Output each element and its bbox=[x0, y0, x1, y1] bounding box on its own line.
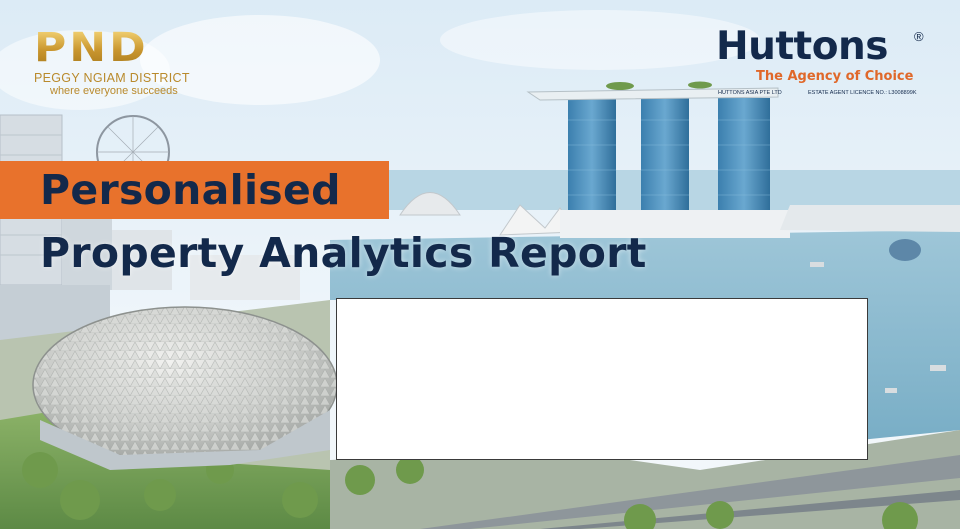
pnd-logo-tagline: where everyone succeeds bbox=[50, 85, 178, 97]
pnd-logo: PND PEGGY NGIAM DISTRICT where everyone … bbox=[34, 28, 199, 100]
report-title-line-1: Personalised bbox=[40, 166, 341, 214]
huttons-licence-number: ESTATE AGENT LICENCE NO.: L3008899K bbox=[808, 90, 917, 96]
huttons-logo-name: Huttons bbox=[716, 24, 888, 69]
huttons-company-name: HUTTONS ASIA PTE LTD bbox=[718, 90, 782, 96]
pnd-logo-name: PEGGY NGIAM DISTRICT bbox=[34, 71, 190, 85]
huttons-logo: Huttons ® The Agency of Choice HUTTONS A… bbox=[716, 26, 930, 100]
client-info-box bbox=[336, 298, 868, 460]
pnd-logo-mark: PND bbox=[34, 28, 199, 68]
huttons-logo-tagline: The Agency of Choice bbox=[756, 69, 914, 84]
title-highlight-band bbox=[0, 161, 389, 219]
registered-mark: ® bbox=[914, 29, 924, 44]
report-title-line-2: Property Analytics Report bbox=[40, 229, 647, 277]
